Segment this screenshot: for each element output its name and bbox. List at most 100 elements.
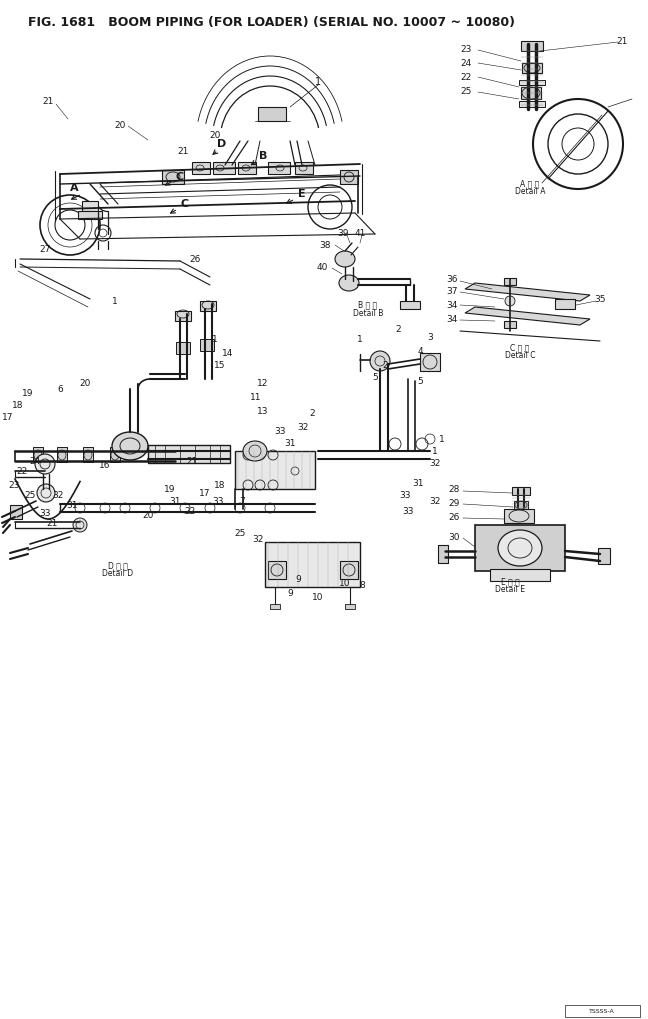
Text: 20: 20 bbox=[209, 130, 221, 140]
Text: 32: 32 bbox=[52, 491, 64, 500]
Bar bbox=[438, 545, 448, 564]
Text: 17: 17 bbox=[2, 413, 14, 422]
Polygon shape bbox=[465, 283, 590, 302]
Text: 32: 32 bbox=[252, 535, 264, 544]
Text: B 詳 圖: B 詳 圖 bbox=[358, 301, 378, 309]
Bar bbox=[175, 312, 191, 322]
Bar bbox=[475, 526, 565, 572]
Bar bbox=[519, 81, 545, 86]
Text: 21: 21 bbox=[616, 38, 628, 47]
Text: 8: 8 bbox=[359, 581, 365, 590]
Bar bbox=[555, 300, 575, 310]
Bar bbox=[78, 212, 102, 220]
Ellipse shape bbox=[370, 352, 390, 372]
Text: 40: 40 bbox=[316, 263, 328, 272]
Text: 21: 21 bbox=[42, 98, 54, 106]
Text: 25: 25 bbox=[25, 491, 36, 500]
Text: 31: 31 bbox=[284, 439, 295, 448]
Text: 10: 10 bbox=[340, 579, 351, 588]
Text: 21: 21 bbox=[187, 458, 198, 466]
Text: 27: 27 bbox=[40, 246, 51, 255]
Text: 2: 2 bbox=[395, 325, 401, 334]
Text: E: E bbox=[298, 189, 306, 199]
Bar bbox=[521, 88, 541, 100]
Bar bbox=[258, 108, 286, 122]
Text: 32: 32 bbox=[430, 459, 441, 468]
Text: 1: 1 bbox=[315, 76, 321, 87]
Bar bbox=[565, 1005, 640, 1017]
Text: 36: 36 bbox=[446, 275, 457, 284]
Text: 21: 21 bbox=[46, 519, 58, 528]
Text: 22: 22 bbox=[460, 72, 472, 82]
Text: Detail E: Detail E bbox=[495, 585, 525, 594]
Bar bbox=[519, 102, 545, 108]
Bar bbox=[512, 487, 530, 495]
Text: 34: 34 bbox=[446, 315, 457, 324]
Bar bbox=[192, 163, 210, 175]
Polygon shape bbox=[465, 308, 590, 326]
Bar bbox=[82, 202, 98, 212]
Text: 33: 33 bbox=[213, 497, 224, 506]
Text: 26: 26 bbox=[189, 255, 201, 264]
Bar bbox=[110, 447, 120, 463]
Bar bbox=[176, 342, 190, 355]
Text: 1: 1 bbox=[212, 335, 218, 344]
Text: 26: 26 bbox=[448, 513, 459, 522]
Ellipse shape bbox=[498, 531, 542, 567]
Text: 24: 24 bbox=[460, 58, 472, 67]
Text: 20: 20 bbox=[79, 379, 91, 388]
Text: 1: 1 bbox=[357, 335, 363, 344]
Text: 3: 3 bbox=[427, 333, 433, 342]
Text: 18: 18 bbox=[12, 401, 24, 410]
Bar bbox=[83, 447, 93, 463]
Bar bbox=[33, 447, 43, 463]
Text: 21: 21 bbox=[178, 148, 189, 156]
Text: 33: 33 bbox=[274, 427, 286, 436]
Text: D: D bbox=[217, 139, 227, 149]
Text: 4: 4 bbox=[417, 347, 422, 357]
Bar bbox=[57, 447, 67, 463]
Text: D 詳 圖: D 詳 圖 bbox=[108, 560, 128, 570]
Text: A: A bbox=[70, 182, 78, 193]
Text: C: C bbox=[176, 172, 184, 181]
Text: Detail A: Detail A bbox=[515, 187, 545, 197]
Text: 33: 33 bbox=[402, 507, 414, 516]
Bar bbox=[504, 510, 534, 524]
Bar bbox=[268, 561, 286, 580]
Bar bbox=[514, 501, 528, 510]
Bar bbox=[162, 171, 184, 184]
Text: 29: 29 bbox=[448, 499, 459, 508]
Text: 37: 37 bbox=[446, 287, 457, 297]
Bar bbox=[504, 322, 516, 329]
Text: 17: 17 bbox=[199, 489, 211, 498]
Text: 2: 2 bbox=[382, 361, 388, 370]
Text: 12: 12 bbox=[257, 379, 269, 388]
Text: C: C bbox=[181, 199, 189, 209]
Text: 15: 15 bbox=[214, 361, 226, 370]
Text: 31: 31 bbox=[169, 497, 181, 506]
Bar bbox=[235, 451, 315, 489]
Text: 31: 31 bbox=[66, 501, 78, 510]
Text: 30: 30 bbox=[448, 533, 459, 542]
Bar bbox=[148, 445, 230, 464]
Bar bbox=[490, 570, 550, 582]
Text: 20: 20 bbox=[114, 120, 126, 129]
Text: 32: 32 bbox=[430, 497, 441, 506]
Text: 16: 16 bbox=[99, 461, 111, 470]
Text: 7: 7 bbox=[239, 497, 245, 506]
Text: 32: 32 bbox=[297, 423, 308, 432]
Bar bbox=[400, 302, 420, 310]
Text: Detail B: Detail B bbox=[353, 308, 383, 317]
Text: 28: 28 bbox=[448, 485, 459, 494]
Text: 9: 9 bbox=[287, 588, 293, 597]
Ellipse shape bbox=[505, 297, 515, 307]
Text: 34: 34 bbox=[446, 301, 457, 309]
Text: 6: 6 bbox=[57, 385, 63, 394]
Bar bbox=[265, 542, 360, 587]
Bar bbox=[522, 64, 542, 74]
Text: 35: 35 bbox=[594, 296, 606, 305]
Bar bbox=[420, 354, 440, 372]
Bar bbox=[340, 171, 358, 184]
Bar bbox=[268, 163, 290, 175]
Text: 1: 1 bbox=[432, 447, 438, 457]
